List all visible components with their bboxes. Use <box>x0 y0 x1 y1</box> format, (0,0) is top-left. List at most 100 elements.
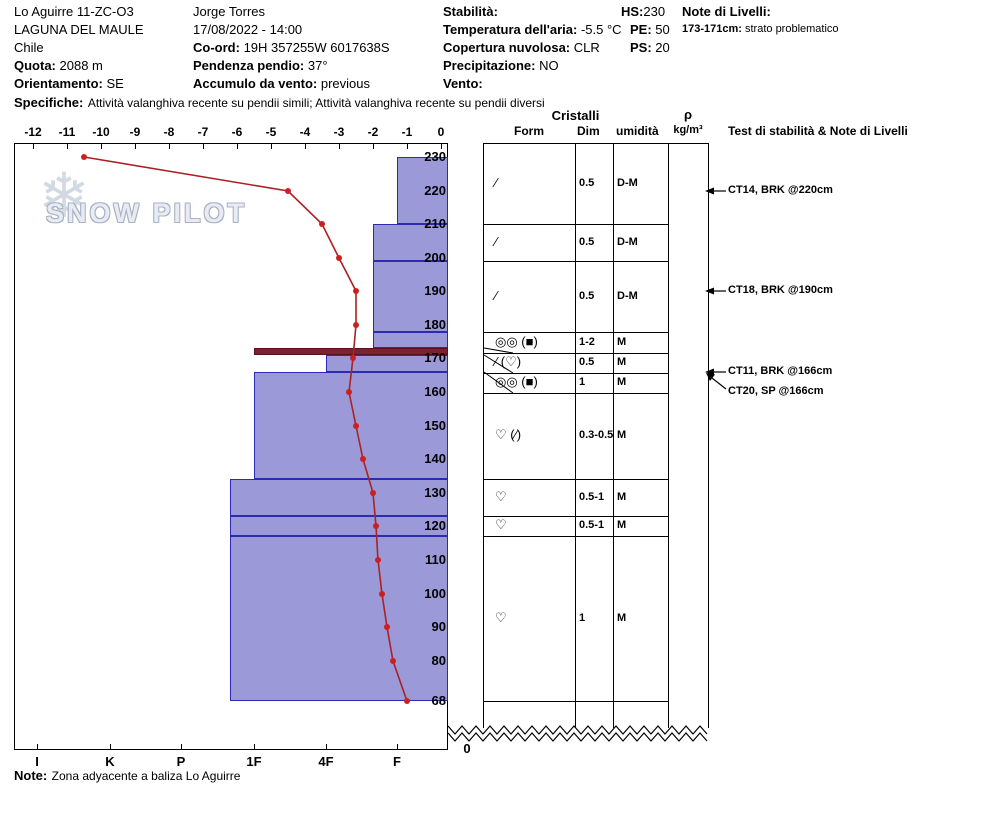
table-top-line <box>483 143 708 144</box>
moisture-cell: M <box>617 376 627 388</box>
table-column-line <box>708 143 709 728</box>
accumulo-label: Accumulo da vento: <box>193 76 318 91</box>
hardness-axis-label: 1F <box>246 754 262 769</box>
grain-size-cell: 0.5 <box>579 290 595 302</box>
scale-break-zigzag <box>447 732 708 742</box>
temp-axis-label: -10 <box>92 125 110 139</box>
grain-form-cell: ∕ <box>495 175 498 190</box>
depth-axis-label: 220 <box>424 183 446 198</box>
ps-value: 20 <box>655 40 670 55</box>
grain-size-cell: 0.3-0.5 <box>579 429 614 441</box>
hardness-axis-label: P <box>176 754 186 769</box>
hardness-axis-tick <box>254 744 255 750</box>
grain-size-cell: 0.5 <box>579 356 595 368</box>
temp-axis-tick <box>305 144 306 149</box>
table-column-line <box>575 143 576 728</box>
hardness-axis-tick <box>397 744 398 750</box>
orientamento-line: Orientamento: SE <box>14 76 124 91</box>
grain-form-cell: ♡ (∕) <box>495 427 522 442</box>
table-column-line <box>668 143 669 728</box>
temp-axis-label: -8 <box>163 125 175 139</box>
temp-axis-tick <box>237 144 238 149</box>
tests-column-header: Test di stabilità & Note di Livelli <box>728 124 908 138</box>
footer-note: Note: Zona adyacente a baliza Lo Aguirre <box>14 767 240 785</box>
temp-axis-label: 0 <box>437 125 445 139</box>
temp-axis-label: -1 <box>401 125 413 139</box>
pendenza-label: Pendenza pendio: <box>193 58 305 73</box>
specifiche-value: Attività valanghiva recente su pendii si… <box>87 96 545 110</box>
grain-form-cell: ♡ <box>495 517 507 532</box>
test-arrow-head <box>705 368 714 376</box>
footer-note-label: Note: <box>14 768 48 783</box>
watermark-text: SNOW PILOT <box>46 198 247 228</box>
quota-line: Quota: 2088 m <box>14 58 103 73</box>
temp-axis-tick <box>373 144 374 149</box>
hardness-axis-tick <box>37 744 38 750</box>
coord-value: 19H 357255W 6017638S <box>243 40 390 55</box>
cristalli-header: Cristalli <box>551 108 600 123</box>
snow-layer-bar <box>373 332 448 348</box>
note-livelli-value: strato problematico <box>745 23 839 35</box>
depth-axis-label: 150 <box>424 418 446 433</box>
stability-test-note: CT14, BRK @220cm <box>728 184 833 196</box>
test-arrow-line <box>711 377 727 390</box>
note-livelli-title: Note di Livelli: <box>682 4 771 19</box>
temp-axis-label: -12 <box>24 125 42 139</box>
snowflake-icon: ❄ <box>38 162 90 231</box>
temp-aria-label: Temperatura dell'aria: <box>443 22 578 37</box>
table-column-line <box>613 143 614 728</box>
moisture-cell: M <box>617 336 627 348</box>
grain-form-cell: ♡ <box>495 610 507 625</box>
test-arrow-head <box>705 287 714 295</box>
moisture-cell: M <box>617 429 627 441</box>
temp-axis-tick <box>101 144 102 149</box>
hardness-axis-label: 4F <box>318 754 334 769</box>
temp-axis-label: -5 <box>265 125 277 139</box>
orientamento-label: Orientamento: <box>14 76 103 91</box>
depth-axis-label: 100 <box>424 586 446 601</box>
grain-size-cell: 1-2 <box>579 336 595 348</box>
temp-axis-tick <box>67 144 68 149</box>
temp-axis-tick <box>339 144 340 149</box>
quota-label: Quota: <box>14 58 56 73</box>
ground-depth-label: 0 <box>463 741 471 756</box>
copertura-value: CLR <box>573 40 600 55</box>
coord-line: Co-ord: 19H 357255W 6017638S <box>193 40 390 55</box>
depth-axis-label: 210 <box>424 216 446 231</box>
temp-axis-label: -3 <box>333 125 345 139</box>
stability-test-note: CT18, BRK @190cm <box>728 284 833 296</box>
specifiche-line: Specifiche: Attività valanghiva recente … <box>14 94 545 112</box>
depth-axis-label: 200 <box>424 250 446 265</box>
depth-axis-label: 170 <box>424 350 446 365</box>
hardness-axis-label: I <box>35 754 39 769</box>
rho-column-header: ρ <box>683 107 693 122</box>
grain-size-cell: 0.5-1 <box>579 491 605 503</box>
test-arrow-head <box>705 187 714 195</box>
footer-note-value: Zona adyacente a baliza Lo Aguirre <box>51 769 241 783</box>
depth-axis-label: 160 <box>424 384 446 399</box>
moisture-cell: M <box>617 612 627 624</box>
hardness-axis-tick <box>181 744 182 750</box>
note-livelli-line: 173-171cm: strato problematico <box>682 23 839 36</box>
copertura-line: Copertura nuvolosa: CLR <box>443 40 600 55</box>
depth-axis-label: 190 <box>424 283 446 298</box>
datetime: 17/08/2022 - 14:00 <box>193 22 303 37</box>
orientamento-value: SE <box>106 76 124 91</box>
pe-line: PE: 50 <box>630 22 670 37</box>
moisture-cell: D-M <box>617 236 638 248</box>
hardness-axis-tick <box>326 744 327 750</box>
grain-size-cell: 0.5 <box>579 177 595 189</box>
temp-aria-value: -5.5 °C <box>580 22 622 37</box>
hardness-axis-label: K <box>105 754 115 769</box>
depth-axis-label: 230 <box>424 149 446 164</box>
temp-axis-tick <box>441 144 442 149</box>
stabilita-label: Stabilità: <box>443 4 498 19</box>
temp-axis-label: -6 <box>231 125 243 139</box>
accumulo-value: previous <box>320 76 371 91</box>
hardness-axis-label: F <box>393 754 401 769</box>
moisture-cell: M <box>617 519 627 531</box>
ps-line: PS: 20 <box>630 40 670 55</box>
hs-label: HS: <box>621 4 644 19</box>
stability-test-note: CT11, BRK @166cm <box>728 365 833 377</box>
